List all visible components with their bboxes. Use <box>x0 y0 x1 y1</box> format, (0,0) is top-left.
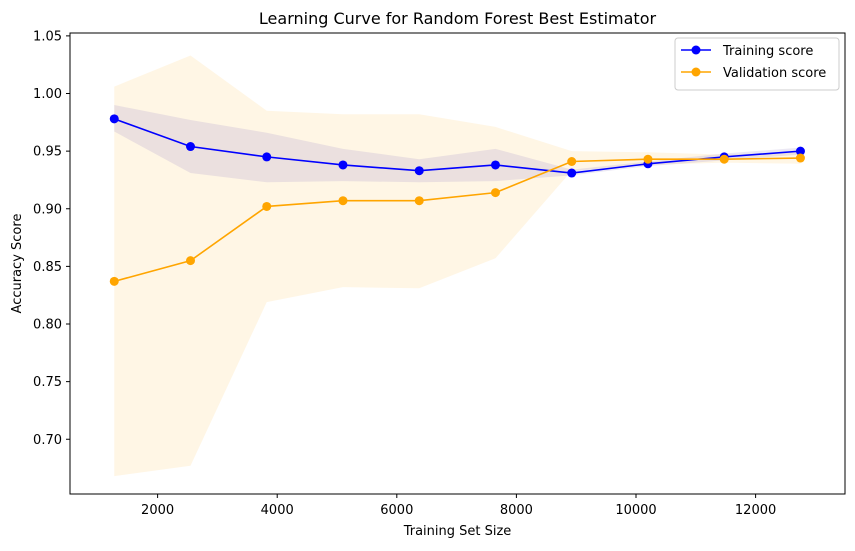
legend-label-validation: Validation score <box>723 66 826 81</box>
plot-frame <box>69 32 846 495</box>
line-training <box>113 118 801 174</box>
point-validation <box>795 153 805 163</box>
y-tick-label: 0.75 <box>33 375 62 390</box>
x-tick-label: 6000 <box>380 503 413 518</box>
legend-marker-training <box>691 45 701 55</box>
x-tick-label: 8000 <box>500 503 533 518</box>
point-validation <box>567 157 577 166</box>
point-validation <box>490 188 500 198</box>
point-validation <box>186 256 195 266</box>
point-validation <box>414 196 424 206</box>
legend-box <box>674 37 840 91</box>
legend-marker-validation <box>691 67 701 77</box>
band-training <box>114 105 801 183</box>
point-validation <box>109 276 119 286</box>
point-training <box>414 166 424 176</box>
point-training <box>338 160 348 170</box>
x-tick-label: 2000 <box>141 503 174 518</box>
y-axis-label: Accuracy Score <box>10 214 25 314</box>
x-axis-label: Training Set Size <box>403 524 512 539</box>
point-training <box>795 146 805 156</box>
legend-label-training: Training score <box>722 44 813 59</box>
x-tick-label: 10000 <box>615 503 656 518</box>
line-validation <box>114 157 801 283</box>
band-validation <box>114 55 801 477</box>
x-tick-label: 12000 <box>735 503 776 518</box>
x-axis-ticks: 2000 4000 6000 8000 10000 12000 <box>141 494 776 518</box>
y-tick-label: 0.85 <box>33 260 62 275</box>
y-tick-label: 0.90 <box>33 202 62 217</box>
chart-title: Learning Curve for Random Forest Best Es… <box>259 9 657 28</box>
confidence-bands <box>114 55 801 477</box>
y-tick-label: 0.70 <box>33 433 62 448</box>
point-training <box>490 160 500 170</box>
point-training <box>186 142 195 152</box>
y-tick-label: 1.00 <box>33 87 62 102</box>
point-training <box>262 152 272 162</box>
point-validation <box>719 154 729 164</box>
point-training <box>567 168 577 178</box>
y-tick-label: 1.05 <box>33 29 62 44</box>
point-training <box>109 114 119 124</box>
x-tick-label: 4000 <box>261 503 294 518</box>
y-tick-label: 0.80 <box>33 318 62 333</box>
y-axis-ticks: 0.70 0.75 0.80 0.85 0.90 0.95 1.00 1.05 <box>33 29 70 448</box>
point-validation <box>262 201 272 211</box>
legend: Training score Validation score <box>674 37 840 91</box>
y-tick-label: 0.95 <box>33 145 62 160</box>
series-lines <box>109 114 805 286</box>
point-validation <box>338 196 348 206</box>
point-validation <box>643 154 653 164</box>
